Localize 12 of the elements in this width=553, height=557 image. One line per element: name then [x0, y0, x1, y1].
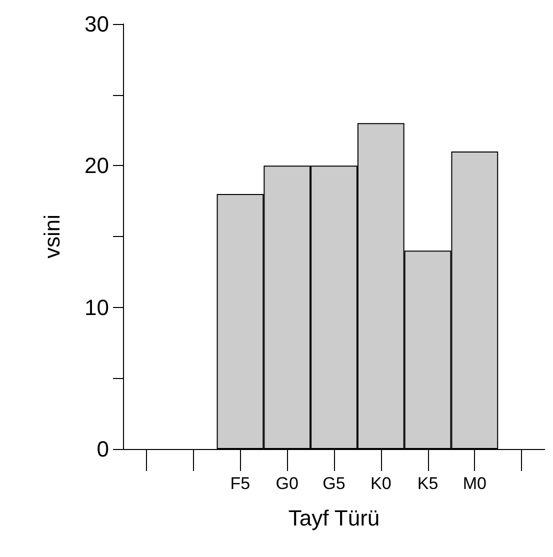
y-tick-label: 0: [96, 436, 109, 462]
y-tick-label: 30: [84, 12, 109, 36]
x-tick-label: F5: [230, 474, 250, 493]
x-tick-label: K0: [370, 474, 392, 493]
y-tick-label: 10: [84, 294, 109, 320]
x-tick-label: G0: [276, 474, 298, 493]
y-axis-title: vsini: [40, 214, 64, 259]
x-tick-label: M0: [462, 474, 486, 493]
y-tick-label: 20: [84, 153, 109, 178]
x-tick-label: K5: [417, 474, 438, 493]
x-axis-title: Tayf Türü: [288, 506, 380, 530]
x-tick-label: G5: [322, 474, 346, 493]
